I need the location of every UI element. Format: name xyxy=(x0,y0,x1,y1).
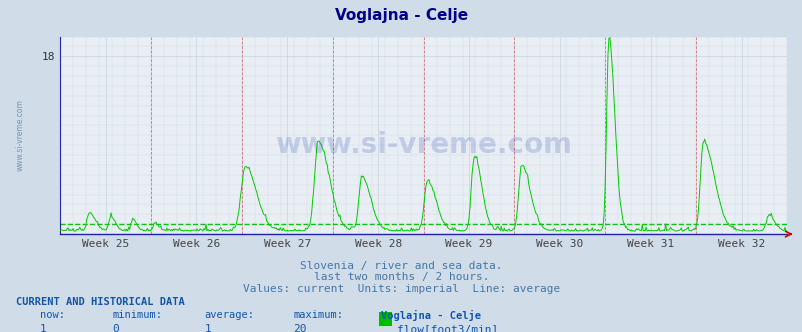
Text: now:: now: xyxy=(40,310,65,320)
Text: 1: 1 xyxy=(205,324,211,332)
Text: average:: average: xyxy=(205,310,254,320)
Text: www.si-vreme.com: www.si-vreme.com xyxy=(275,131,571,159)
Text: minimum:: minimum: xyxy=(112,310,162,320)
Text: flow[foot3/min]: flow[foot3/min] xyxy=(397,324,498,332)
Text: last two months / 2 hours.: last two months / 2 hours. xyxy=(314,272,488,282)
Text: 20: 20 xyxy=(293,324,306,332)
Text: 0: 0 xyxy=(112,324,119,332)
Text: Values: current  Units: imperial  Line: average: Values: current Units: imperial Line: av… xyxy=(242,284,560,294)
Text: Voglajna - Celje: Voglajna - Celje xyxy=(334,8,468,23)
Text: maximum:: maximum: xyxy=(293,310,342,320)
Text: CURRENT AND HISTORICAL DATA: CURRENT AND HISTORICAL DATA xyxy=(16,297,184,307)
Text: Voglajna - Celje: Voglajna - Celje xyxy=(381,310,481,321)
Text: www.si-vreme.com: www.si-vreme.com xyxy=(16,99,25,171)
Text: 1: 1 xyxy=(40,324,47,332)
Text: Slovenia / river and sea data.: Slovenia / river and sea data. xyxy=(300,261,502,271)
